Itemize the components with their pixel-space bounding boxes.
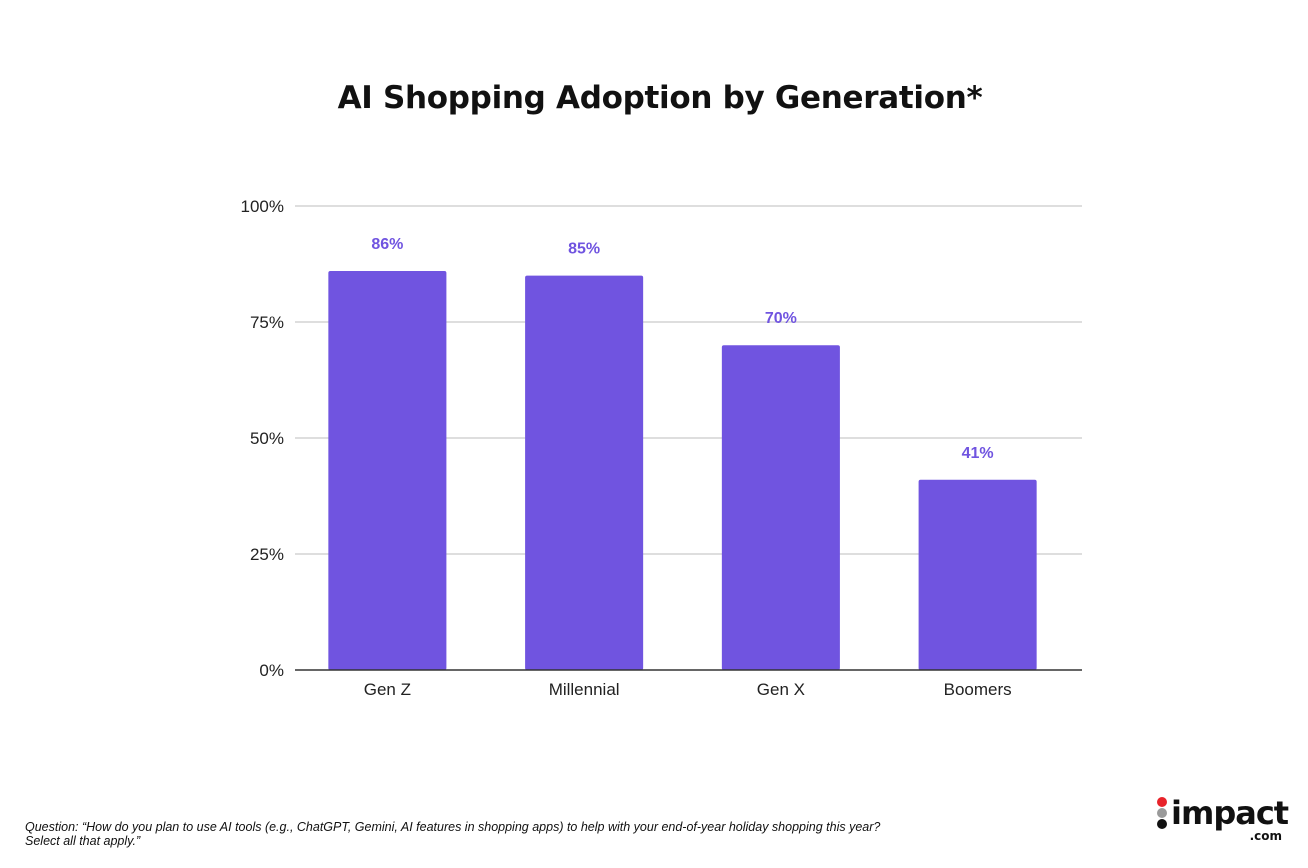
- footnote-line-1: Question: “How do you plan to use AI too…: [25, 820, 881, 834]
- y-tick-label: 75%: [250, 313, 284, 332]
- data-label: 86%: [371, 236, 403, 253]
- x-category-label: Gen X: [757, 680, 805, 699]
- footnote: Question: “How do you plan to use AI too…: [25, 820, 1105, 848]
- x-axis-categories: Gen Z Millennial Gen X Boomers: [364, 680, 1012, 699]
- footnote-line-2: Select all that apply.”: [25, 834, 141, 848]
- data-label: 41%: [962, 445, 994, 462]
- logo-suffix: .com: [1249, 829, 1282, 843]
- x-category-label: Millennial: [549, 680, 620, 699]
- x-category-label: Boomers: [944, 680, 1012, 699]
- logo-dot-gray-icon: [1157, 808, 1167, 818]
- y-tick-label: 50%: [250, 429, 284, 448]
- y-tick-label: 25%: [250, 545, 284, 564]
- logo-dot-red-icon: [1157, 797, 1167, 807]
- y-axis-ticks: 0% 25% 50% 75% 100%: [241, 197, 284, 680]
- bars: [328, 270, 1037, 670]
- logo-wordmark: impact: [1171, 794, 1289, 832]
- bar: [721, 345, 840, 670]
- chart-title: AI Shopping Adoption by Generation*: [337, 80, 983, 116]
- impact-logo: impact .com: [1154, 794, 1294, 846]
- y-tick-label: 100%: [241, 197, 284, 216]
- data-label: 70%: [765, 310, 797, 327]
- logo-dot-black-icon: [1157, 819, 1167, 829]
- bar: [918, 479, 1037, 670]
- bar: [525, 275, 644, 670]
- bar: [328, 270, 447, 670]
- data-labels: 86% 85% 70% 41%: [371, 236, 993, 462]
- data-label: 85%: [568, 241, 600, 258]
- x-category-label: Gen Z: [364, 680, 411, 699]
- y-tick-label: 0%: [259, 661, 284, 680]
